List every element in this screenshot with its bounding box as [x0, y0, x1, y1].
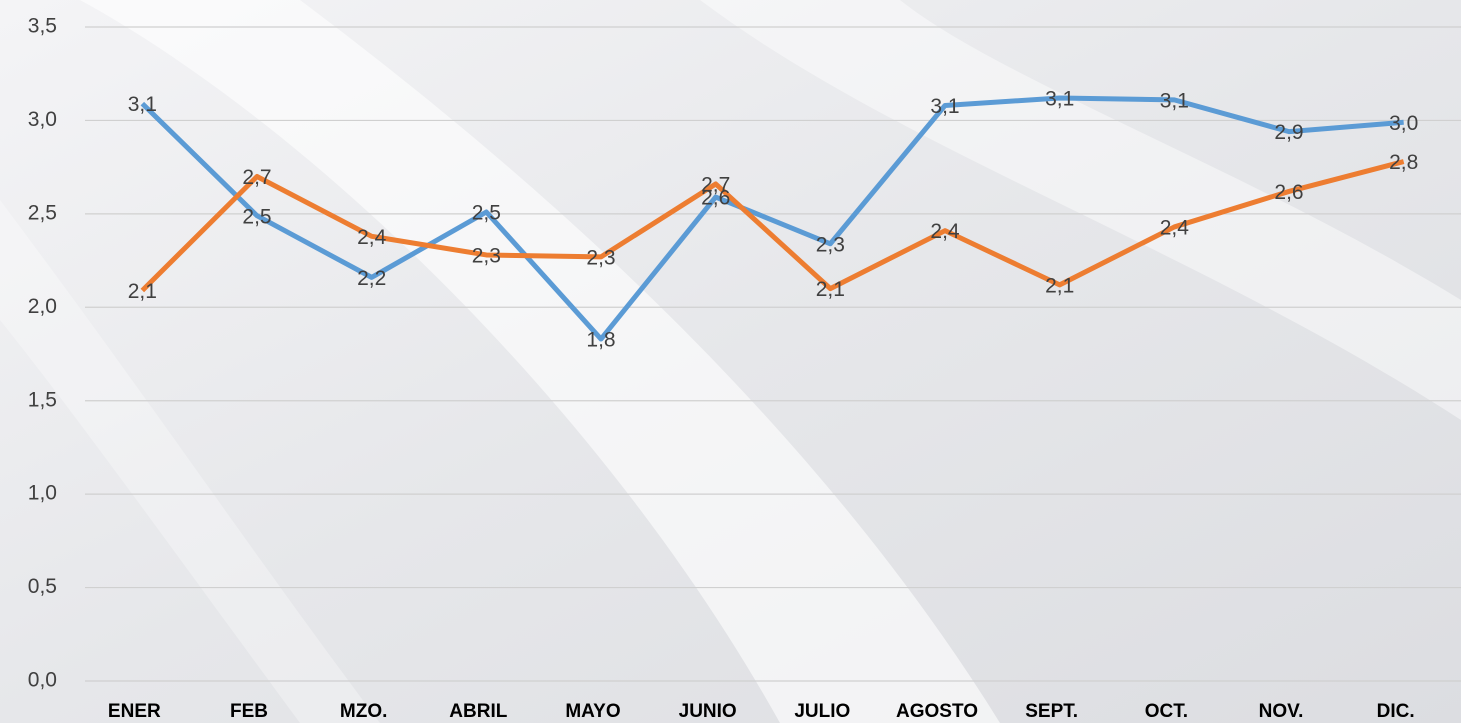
- data-label: 3,1: [930, 95, 959, 118]
- x-tick-label: ABRIL: [449, 701, 507, 722]
- background-swoosh: [0, 200, 380, 723]
- data-label: 1,8: [586, 329, 615, 352]
- data-label: 2,4: [930, 220, 960, 243]
- x-tick-label: MAYO: [565, 701, 620, 722]
- x-tick-label: AGOSTO: [896, 701, 978, 722]
- data-label: 2,3: [586, 246, 615, 269]
- data-label: 2,5: [242, 205, 271, 228]
- data-label: 2,2: [357, 267, 386, 290]
- data-label: 3,0: [1389, 112, 1418, 135]
- x-tick-label: FEB: [230, 701, 268, 722]
- series-line: [140, 95, 1404, 342]
- data-label: 3,1: [1160, 89, 1189, 112]
- x-tick-label: DIC.: [1377, 701, 1415, 722]
- y-tick-label: 3,0: [28, 108, 57, 131]
- data-label: 3,1: [128, 93, 157, 116]
- series-line: [140, 159, 1405, 293]
- y-tick-label: 0,0: [28, 669, 57, 692]
- y-tick-label: 2,0: [28, 295, 57, 318]
- data-label: 2,8: [1389, 151, 1418, 174]
- x-tick-label: NOV.: [1259, 701, 1304, 722]
- data-label: 2,7: [701, 174, 730, 197]
- data-label: 2,1: [816, 278, 845, 301]
- x-tick-label: SEPT.: [1025, 701, 1078, 722]
- y-tick-label: 2,5: [28, 201, 57, 224]
- data-label: 2,6: [701, 187, 730, 210]
- x-tick-label: JUNIO: [679, 701, 737, 722]
- x-tick-label: JULIO: [794, 701, 850, 722]
- data-label: 2,3: [816, 233, 845, 256]
- data-label: 2,7: [242, 166, 271, 189]
- y-tick-label: 3,5: [28, 15, 57, 38]
- x-tick-label: ENER: [108, 701, 161, 722]
- data-label: 2,3: [472, 245, 501, 268]
- y-tick-label: 1,5: [28, 388, 57, 411]
- data-label: 2,6: [1274, 181, 1303, 204]
- data-label: 3,1: [1045, 88, 1074, 111]
- data-label: 2,4: [1160, 216, 1190, 239]
- background-swoosh: [700, 0, 1461, 420]
- data-label: 2,1: [128, 280, 157, 303]
- data-label: 2,5: [472, 202, 501, 225]
- y-tick-label: 1,0: [28, 482, 57, 505]
- data-label: 2,4: [357, 226, 387, 249]
- x-tick-label: OCT.: [1145, 701, 1188, 722]
- data-label: 2,9: [1274, 121, 1303, 144]
- y-tick-label: 0,5: [28, 575, 57, 598]
- background-swoosh: [80, 0, 1000, 723]
- x-tick-label: MZO.: [340, 701, 388, 722]
- data-label: 2,1: [1045, 274, 1074, 297]
